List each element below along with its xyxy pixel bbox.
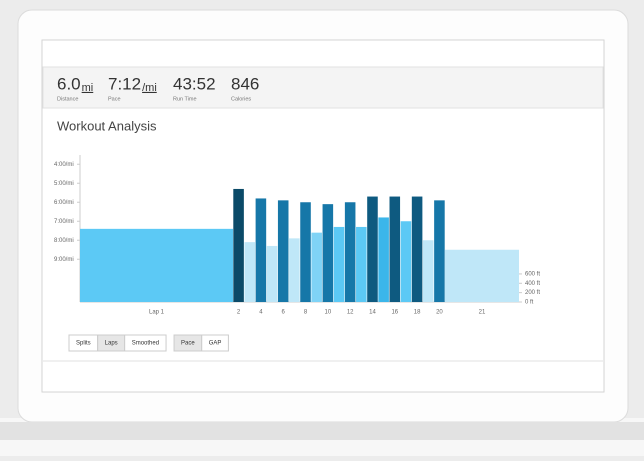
y2-tick-label: 0 ft [525,300,534,306]
y-tick-label: 9:00/mi [54,257,74,263]
bar [311,232,322,302]
bar [300,202,311,302]
bar [266,245,278,302]
button[interactable] [201,334,229,352]
bar [80,228,233,302]
stat-label: Pace [108,96,121,102]
x-tick-label: 8 [304,310,308,316]
stat-label: Distance [57,96,78,102]
x-tick-label: 14 [369,310,376,316]
stat-unit: mi [82,82,94,94]
stats: 6.0 mi Distance 7:12/mi Pace 43:52 Run Time 846… [57,74,259,102]
button-label[interactable]: GAP [209,341,222,347]
y-tick-label: 8:00/mi [54,238,74,244]
y2-tick-label: 400 ft [525,281,540,287]
button-label[interactable]: Smoothed [132,341,159,347]
x-tick-label: 2 [237,310,241,316]
bar [434,200,445,302]
button[interactable] [124,334,167,352]
bar [277,200,289,302]
x-tick-label: Lap 1 [149,310,165,316]
bar [422,240,434,302]
bar [378,217,389,302]
stat-value: 846 [231,74,259,93]
x-tick-label: 18 [414,310,421,316]
bar [344,202,356,302]
y2-tick-label: 200 ft [525,290,540,296]
x-tick-label: 4 [259,310,263,316]
bar [411,196,423,302]
x-tick-label: 20 [436,310,443,316]
buttons: Splits Laps Smoothed Pace GAP [68,334,229,352]
bar [400,221,412,302]
bar [255,198,267,302]
bar [445,249,519,302]
chart-title: Workout Analysis [57,118,157,133]
plot: 4:00/mi 5:00/mi 6:00/mi 7:00/mi 8:00/mi 9:00/… [54,155,540,316]
bar [289,238,300,302]
stat-value: 6.0 [57,74,81,93]
stats-bar [42,66,604,109]
y-tick-label: 6:00/mi [54,200,74,206]
x-tick-label: 16 [391,310,398,316]
bar [244,242,256,302]
bar [367,196,378,302]
button-label[interactable]: Pace [181,341,195,347]
stat-label: Calories [231,96,251,102]
bar [356,226,367,302]
y2-tick-label: 600 ft [525,272,540,278]
x-tick-label: 10 [324,310,331,316]
x-tick-label: 21 [479,310,486,316]
bar [389,196,401,302]
button-label[interactable]: Splits [76,341,91,347]
stat-unit: /mi [142,82,157,94]
x-tick-label: 12 [347,310,354,316]
stat-value: 7:12 [108,74,141,93]
button-label[interactable]: Laps [105,341,118,347]
y-tick-label: 7:00/mi [54,219,74,225]
bar [233,188,244,302]
y-tick-label: 4:00/mi [54,162,74,168]
stat-label: Run Time [173,96,197,102]
bar [333,226,345,302]
y-tick-label: 5:00/mi [54,181,74,187]
stat-value: 43:52 [173,74,216,93]
laptop-base [0,422,644,440]
x-tick-label: 6 [282,310,286,316]
bar [322,204,334,302]
